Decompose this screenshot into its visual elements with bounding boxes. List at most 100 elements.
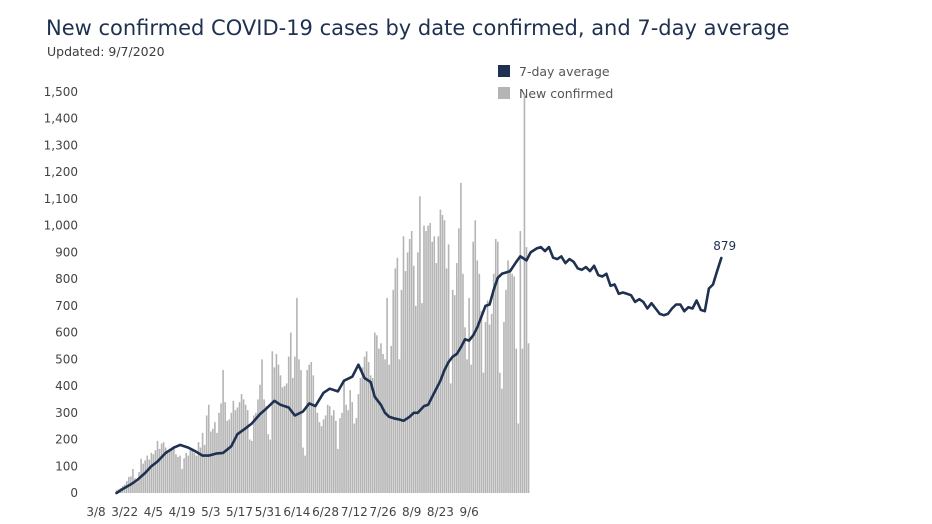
x-tick-label: 6/28 xyxy=(312,505,339,519)
x-tick-label: 5/3 xyxy=(201,505,220,519)
bar xyxy=(365,351,368,493)
bar xyxy=(312,375,315,493)
bar xyxy=(384,359,386,493)
x-tick-label: 4/5 xyxy=(144,505,163,519)
bar xyxy=(220,403,222,493)
bar xyxy=(308,364,310,493)
bar xyxy=(509,268,511,493)
bar xyxy=(453,295,456,493)
bar xyxy=(298,359,300,493)
bar xyxy=(156,440,159,493)
bar xyxy=(341,412,343,493)
bar xyxy=(398,359,401,493)
bar xyxy=(470,364,472,493)
bar xyxy=(396,257,399,493)
bar xyxy=(232,400,235,493)
bar xyxy=(410,231,413,493)
bar xyxy=(294,356,296,493)
bar xyxy=(359,378,362,493)
bar xyxy=(507,260,509,493)
bar xyxy=(501,388,503,493)
bar xyxy=(517,423,520,493)
bar xyxy=(333,410,335,493)
y-tick-label: 1,500 xyxy=(44,85,78,99)
bar xyxy=(142,463,144,493)
bar xyxy=(429,222,431,493)
bar xyxy=(374,332,376,493)
bar xyxy=(203,444,206,493)
bar xyxy=(456,263,458,493)
x-tick-label: 5/17 xyxy=(226,505,253,519)
x-tick-label: 8/9 xyxy=(402,505,421,519)
bar xyxy=(355,418,358,493)
chart-title: New confirmed COVID-19 cases by date con… xyxy=(46,16,790,40)
y-tick-label: 1,000 xyxy=(44,219,78,233)
bar xyxy=(275,353,278,493)
bar xyxy=(236,407,239,493)
bar xyxy=(226,420,228,493)
bar xyxy=(310,362,313,493)
bar xyxy=(417,252,419,493)
bar xyxy=(476,260,479,493)
bar xyxy=(271,351,274,493)
bar xyxy=(314,404,317,493)
bar xyxy=(386,297,388,493)
x-tick-label: 6/14 xyxy=(283,505,310,519)
bar xyxy=(472,241,474,493)
annotation-label: 879 xyxy=(713,239,736,253)
bar xyxy=(521,348,524,493)
bar xyxy=(351,402,354,493)
bar xyxy=(158,448,161,493)
bar xyxy=(361,367,364,493)
x-tick-label: 9/6 xyxy=(459,505,478,519)
bar xyxy=(214,422,216,493)
bar xyxy=(175,454,177,493)
bar xyxy=(425,231,427,493)
bar xyxy=(259,384,261,493)
bar xyxy=(185,452,187,493)
bar xyxy=(322,419,325,493)
bar xyxy=(326,404,329,493)
legend-item-average: 7-day average xyxy=(498,60,613,82)
y-tick-label: 400 xyxy=(55,379,78,393)
y-tick-label: 200 xyxy=(55,433,78,447)
y-tick-label: 0 xyxy=(70,486,78,500)
bar xyxy=(248,439,251,493)
bar xyxy=(179,455,181,493)
bar xyxy=(320,426,323,493)
bar xyxy=(527,343,530,493)
bar xyxy=(357,394,360,493)
bar xyxy=(306,370,308,493)
bar xyxy=(392,289,395,493)
bar xyxy=(269,439,272,493)
bar xyxy=(394,268,397,493)
x-tick-label: 3/22 xyxy=(111,505,138,519)
bar xyxy=(216,432,218,493)
bar xyxy=(523,94,526,493)
legend-item-new-confirmed: New confirmed xyxy=(498,82,613,104)
bar xyxy=(353,423,356,493)
bar xyxy=(406,252,409,493)
bar xyxy=(150,452,153,493)
bar xyxy=(199,447,202,493)
bar xyxy=(169,450,171,493)
bar xyxy=(337,448,339,493)
bar xyxy=(224,402,226,493)
bar xyxy=(304,455,306,493)
bar xyxy=(212,428,214,493)
bar xyxy=(419,196,421,493)
bar xyxy=(412,265,415,493)
bar xyxy=(187,455,190,493)
bar xyxy=(328,406,331,493)
bar xyxy=(513,276,515,493)
bar xyxy=(273,367,276,493)
bar xyxy=(230,412,233,493)
bar xyxy=(189,450,192,493)
bar xyxy=(177,456,179,493)
y-tick-label: 600 xyxy=(55,326,78,340)
average-line xyxy=(115,245,723,495)
bar xyxy=(499,372,501,493)
bar xyxy=(511,273,513,493)
bar xyxy=(515,348,518,493)
bar xyxy=(242,399,245,493)
